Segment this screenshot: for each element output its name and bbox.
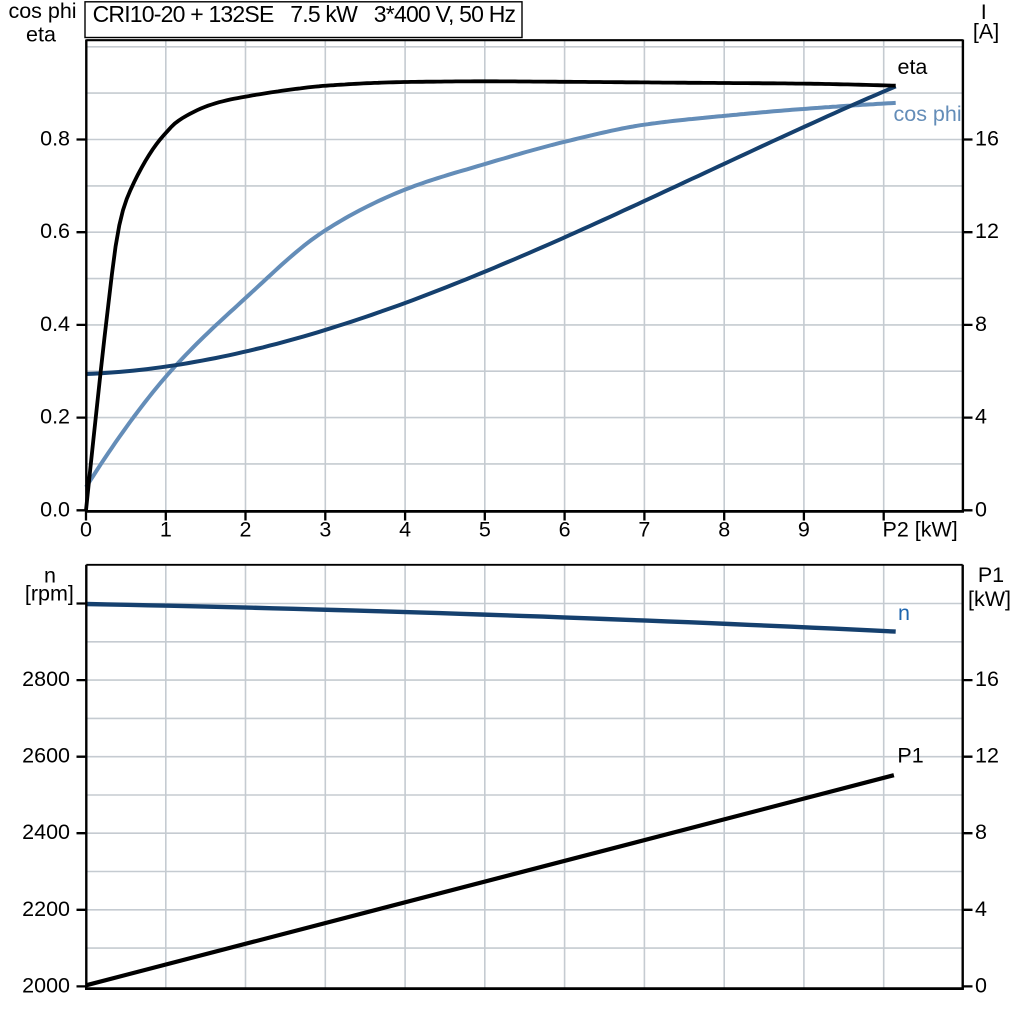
svg-text:2600: 2600 <box>22 744 70 768</box>
svg-text:2200: 2200 <box>22 897 70 921</box>
svg-text:8: 8 <box>975 820 987 844</box>
svg-text:0: 0 <box>975 973 987 997</box>
svg-text:0.4: 0.4 <box>40 312 70 336</box>
svg-text:12: 12 <box>975 744 999 768</box>
svg-text:P2 [kW]: P2 [kW] <box>883 518 958 542</box>
svg-text:0: 0 <box>80 518 92 542</box>
svg-text:9: 9 <box>798 518 810 542</box>
svg-text:8: 8 <box>718 518 730 542</box>
svg-text:0.2: 0.2 <box>40 405 70 429</box>
svg-text:6: 6 <box>559 518 571 542</box>
svg-text:0: 0 <box>975 497 987 521</box>
svg-text:P1: P1 <box>978 563 1004 587</box>
svg-text:4: 4 <box>975 897 987 921</box>
svg-text:2: 2 <box>240 518 252 542</box>
svg-text:eta: eta <box>898 55 928 79</box>
svg-text:4: 4 <box>399 518 411 542</box>
svg-text:I: I <box>981 0 987 24</box>
svg-text:1: 1 <box>160 518 172 542</box>
svg-text:0.6: 0.6 <box>40 219 70 243</box>
svg-text:eta: eta <box>26 23 56 47</box>
svg-text:CRI10-20 + 132SE 7.5 kW 3*: CRI10-20 + 132SE 7.5 kW 3*400 V, 50 Hz <box>93 1 516 27</box>
svg-text:4: 4 <box>975 405 987 429</box>
svg-text:n: n <box>898 601 910 625</box>
svg-text:[kW]: [kW] <box>968 587 1011 611</box>
svg-text:cos phi: cos phi <box>8 0 76 23</box>
svg-text:2000: 2000 <box>22 973 70 997</box>
svg-text:n: n <box>44 564 56 588</box>
svg-text:7: 7 <box>638 518 650 542</box>
svg-text:[rpm]: [rpm] <box>25 582 74 606</box>
svg-text:16: 16 <box>975 127 999 151</box>
svg-text:cos phi: cos phi <box>894 102 962 126</box>
svg-text:2400: 2400 <box>22 820 70 844</box>
svg-text:5: 5 <box>479 518 491 542</box>
svg-text:2800: 2800 <box>22 667 70 691</box>
svg-text:P1: P1 <box>897 744 923 768</box>
svg-text:0.8: 0.8 <box>40 127 70 151</box>
svg-text:12: 12 <box>975 219 999 243</box>
svg-text:8: 8 <box>975 312 987 336</box>
svg-text:16: 16 <box>975 667 999 691</box>
svg-text:[A]: [A] <box>973 20 999 44</box>
svg-text:3: 3 <box>319 518 331 542</box>
svg-text:0.0: 0.0 <box>40 497 70 521</box>
